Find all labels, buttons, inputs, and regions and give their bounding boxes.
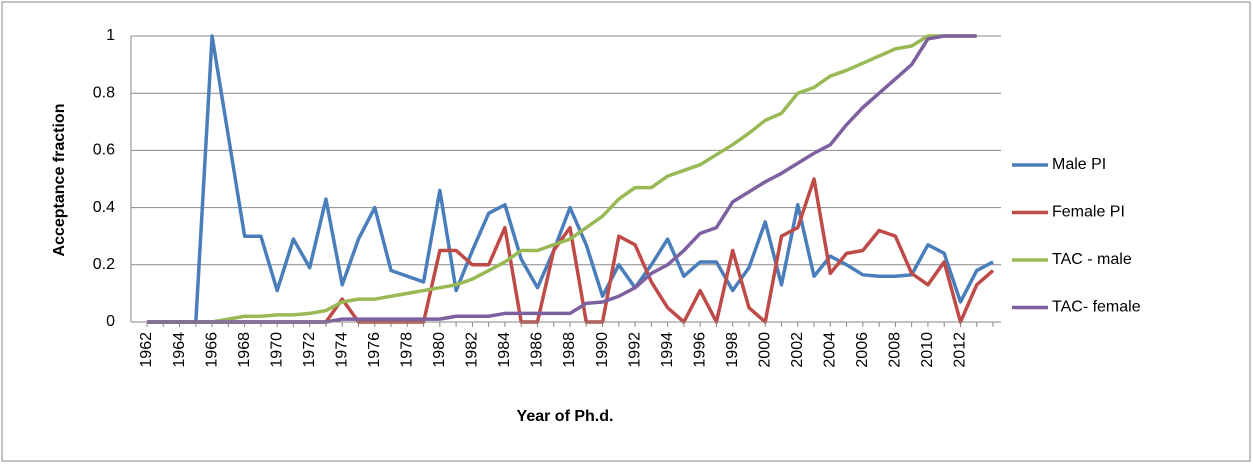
x-tick-label: 1972	[301, 332, 318, 368]
y-tick-label: 0.4	[93, 199, 115, 216]
series-line	[147, 34, 994, 324]
x-tick-label: 1996	[691, 332, 708, 368]
legend-label: TAC - male	[1052, 251, 1132, 268]
x-tick-label: 1998	[724, 332, 741, 368]
x-tick-label: 1994	[659, 332, 676, 368]
x-tick-label: 1984	[496, 332, 513, 368]
x-tick-label: 2006	[854, 332, 871, 368]
x-tick-label: 1962	[138, 332, 155, 368]
x-tick-label: 1988	[561, 332, 578, 368]
x-tick-label: 1978	[399, 332, 416, 368]
x-tick-label: 2000	[756, 332, 773, 368]
x-tick-label: 2004	[822, 332, 839, 368]
x-tick-label: 1980	[431, 332, 448, 368]
y-tick-label: 0.2	[93, 256, 115, 273]
x-tick-label: 1990	[594, 332, 611, 368]
y-tick-label: 0.6	[93, 142, 115, 159]
x-tick-label: 2008	[887, 332, 904, 368]
x-tick-label: 1966	[203, 332, 220, 368]
x-axis-title: Year of Ph.d.	[517, 408, 614, 425]
y-tick-label: 0	[106, 313, 115, 330]
legend-label: Male PI	[1052, 156, 1106, 173]
y-tick-label: 0.8	[93, 84, 115, 101]
x-tick-label: 1974	[333, 332, 350, 368]
x-tick-label: 2002	[789, 332, 806, 368]
series-line	[147, 34, 977, 324]
x-tick-label: 1968	[236, 332, 253, 368]
legend-label: Female PI	[1052, 204, 1125, 221]
x-tick-label: 1964	[171, 332, 188, 368]
y-axis-title: Acceptance fraction	[51, 104, 68, 257]
x-tick-label: 1982	[464, 332, 481, 368]
x-tick-label: 1970	[268, 332, 285, 368]
x-tick-label: 2012	[952, 332, 969, 368]
x-tick-label: 1976	[366, 332, 383, 368]
x-tick-label: 1992	[626, 332, 643, 368]
legend-label: TAC- female	[1052, 299, 1141, 316]
x-tick-label: 1986	[529, 332, 546, 368]
x-tick-label: 2010	[919, 332, 936, 368]
y-tick-label: 1	[106, 27, 115, 44]
